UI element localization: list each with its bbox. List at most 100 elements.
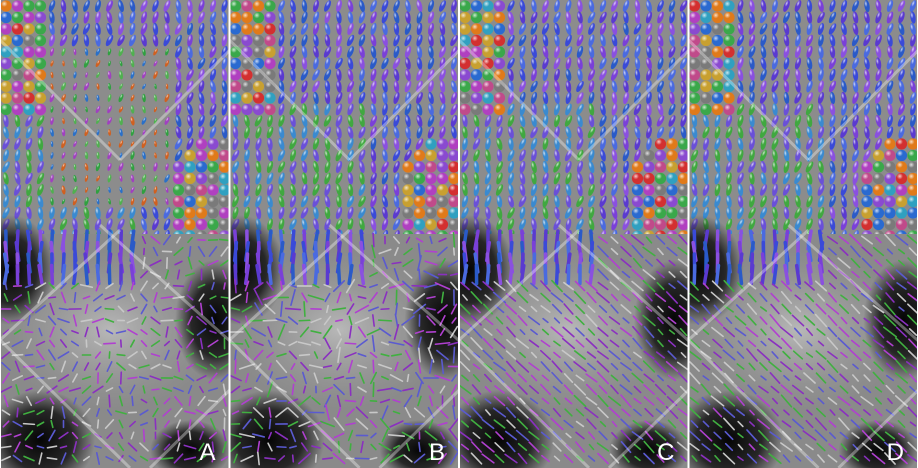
glyph-shine — [459, 81, 470, 92]
glyph-shine — [219, 196, 230, 207]
fiber-glyph — [131, 266, 133, 284]
fiber-glyph — [104, 343, 115, 344]
glyph-shine — [425, 219, 436, 230]
fiber-glyph — [316, 455, 317, 462]
glyph-shine — [264, 58, 275, 69]
fiber-glyph — [453, 233, 454, 247]
glyph-shine — [494, 46, 505, 57]
fiber-glyph — [269, 266, 271, 284]
fiber-glyph — [299, 320, 309, 321]
glyph-shine — [494, 92, 505, 103]
glyph-shine — [253, 92, 264, 103]
fiber-glyph — [694, 266, 695, 284]
glyph-shine — [459, 0, 470, 11]
glyph-shine — [471, 81, 482, 92]
fiber-glyph — [232, 401, 240, 402]
glyph-shine — [712, 23, 723, 34]
panel-label: A — [199, 439, 215, 466]
glyph-shine — [402, 173, 413, 184]
fiber-glyph — [74, 266, 76, 284]
glyph-shine — [700, 35, 711, 46]
glyph-shine — [35, 58, 46, 69]
glyph-shine — [459, 12, 470, 23]
glyph-shine — [632, 207, 643, 218]
glyph-shine — [23, 104, 34, 115]
glyph-shine — [196, 173, 207, 184]
glyph-shine — [196, 196, 207, 207]
glyph-shine — [884, 150, 895, 161]
glyph-shine — [873, 161, 884, 172]
fiber-glyph — [161, 458, 172, 459]
glyph-shine — [884, 196, 895, 207]
glyph-shine — [402, 184, 413, 195]
fiber-glyph — [224, 283, 225, 289]
fiber-glyph — [189, 247, 190, 256]
glyph-shine — [873, 150, 884, 161]
glyph-shine — [425, 161, 436, 172]
glyph-shine — [494, 12, 505, 23]
fiber-glyph — [728, 266, 729, 284]
glyph-shine — [678, 219, 689, 230]
glyph-shine — [0, 23, 11, 34]
glyph-shine — [448, 150, 459, 161]
glyph-shine — [425, 196, 436, 207]
glyph-shine — [666, 207, 677, 218]
fiber-glyph — [109, 395, 110, 407]
panel: C — [424, 0, 714, 468]
figure: ABCD — [0, 0, 918, 468]
glyph-shine — [482, 46, 493, 57]
glyph-shine — [700, 12, 711, 23]
glyph-shine — [23, 35, 34, 46]
glyph-shine — [253, 81, 264, 92]
glyph-shine — [482, 12, 493, 23]
page: ABCD (() => { const data = JSON.parse(do… — [0, 0, 918, 468]
glyph-shine — [655, 196, 666, 207]
glyph-shine — [712, 81, 723, 92]
glyph-shine — [0, 0, 11, 11]
glyph-shine — [264, 46, 275, 57]
glyph-shine — [207, 161, 218, 172]
glyph-shine — [896, 173, 907, 184]
glyph-shine — [264, 104, 275, 115]
glyph-shine — [414, 207, 425, 218]
glyph-shine — [643, 173, 654, 184]
glyph-shine — [184, 161, 195, 172]
fiber-glyph — [132, 397, 133, 406]
fiber-glyph — [557, 266, 558, 284]
glyph-shine — [264, 35, 275, 46]
glyph-shine — [12, 69, 23, 80]
top-background — [459, 0, 689, 234]
glyph-shine — [241, 92, 252, 103]
glyph-shine — [643, 207, 654, 218]
glyph-shine — [425, 173, 436, 184]
glyph-shine — [264, 23, 275, 34]
fiber-glyph — [98, 420, 99, 428]
glyph-shine — [712, 12, 723, 23]
glyph-shine — [632, 184, 643, 195]
glyph-shine — [494, 35, 505, 46]
panel: A — [0, 0, 255, 468]
glyph-shine — [253, 104, 264, 115]
glyph-shine — [173, 173, 184, 184]
glyph-shine — [253, 12, 264, 23]
glyph-shine — [643, 219, 654, 230]
glyph-shine — [35, 23, 46, 34]
glyph-shine — [494, 23, 505, 34]
fiber-glyph — [373, 360, 374, 372]
fiber-glyph — [293, 455, 294, 462]
glyph-shine — [184, 150, 195, 161]
glyph-shine — [241, 0, 252, 11]
glyph-shine — [23, 0, 34, 11]
fiber-glyph — [498, 266, 500, 284]
glyph-shine — [230, 58, 241, 69]
glyph-shine — [173, 207, 184, 218]
glyph-shine — [425, 207, 436, 218]
glyph-shine — [471, 69, 482, 80]
glyph-shine — [437, 207, 448, 218]
glyph-shine — [241, 69, 252, 80]
glyph-shine — [632, 196, 643, 207]
fiber-glyph — [86, 266, 88, 284]
glyph-shine — [884, 161, 895, 172]
glyph-shine — [689, 92, 700, 103]
glyph-shine — [873, 196, 884, 207]
